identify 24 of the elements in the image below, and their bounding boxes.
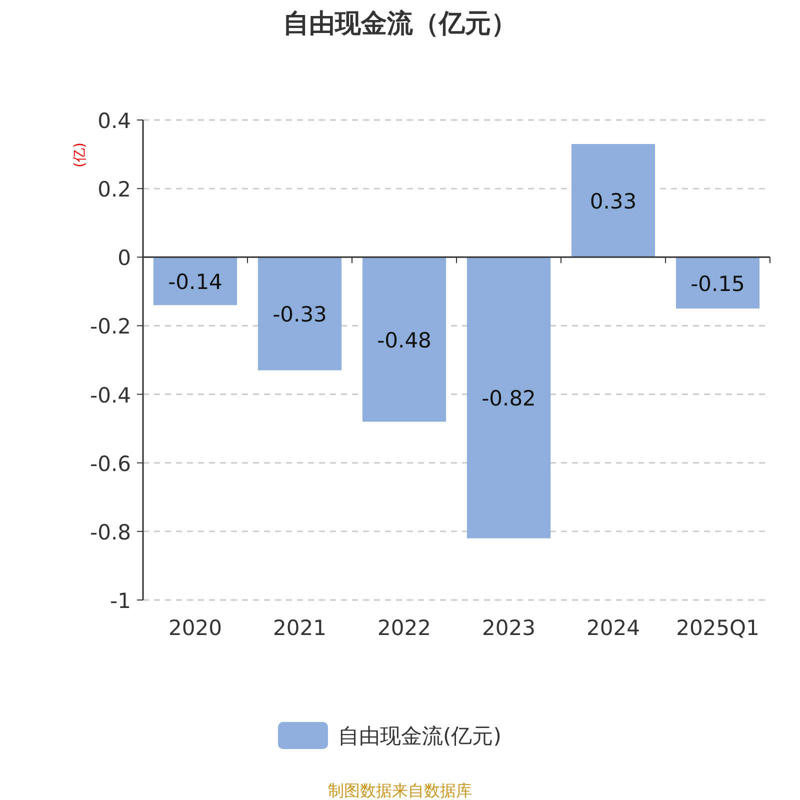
y-tick-label: -0.6 xyxy=(90,452,131,476)
chart-title: 自由现金流（亿元） xyxy=(283,9,517,39)
y-tick-label: -0.4 xyxy=(90,383,131,408)
data-label: -0.48 xyxy=(377,328,432,352)
data-label: -0.14 xyxy=(168,270,222,294)
text: 制图数据来自数据库 xyxy=(328,781,472,800)
data-label: -0.15 xyxy=(690,272,745,296)
y-axis-title: (亿) xyxy=(72,142,88,168)
x-tick-label: 2024 xyxy=(586,616,640,640)
y-tick-label: -0.8 xyxy=(90,520,131,544)
x-tick-label: 2021 xyxy=(273,616,326,640)
data-label: -0.33 xyxy=(272,302,327,327)
y-tick-label: 0.4 xyxy=(98,109,131,133)
x-tick-label: 2022 xyxy=(378,616,431,640)
x-tick-label: 2025Q1 xyxy=(676,616,760,640)
y-tick-label: -0.2 xyxy=(90,314,131,339)
y-tick-label: -1 xyxy=(110,589,131,613)
y-tick-label: 0 xyxy=(118,246,131,270)
y-tick-label: 0.2 xyxy=(98,178,131,202)
legend-label: 自由现金流(亿元) xyxy=(338,724,502,748)
data-label: -0.82 xyxy=(482,386,536,411)
x-tick-label: 2020 xyxy=(168,616,222,640)
x-tick-label: 2023 xyxy=(482,616,536,640)
data-label: 0.33 xyxy=(590,190,637,214)
